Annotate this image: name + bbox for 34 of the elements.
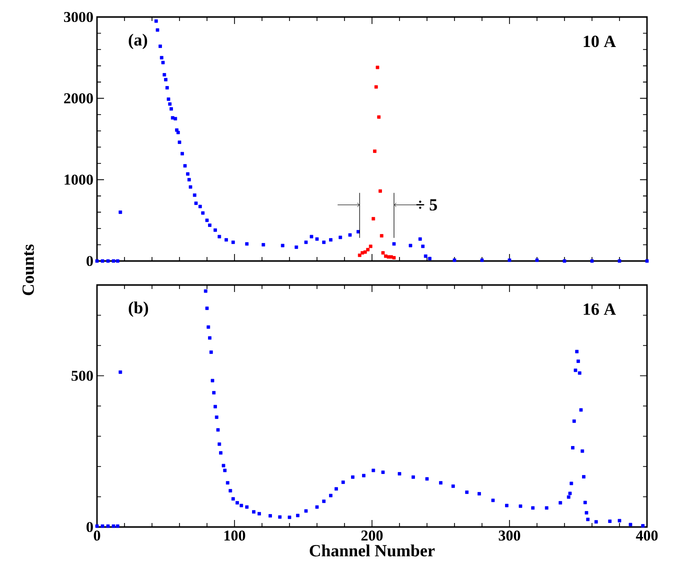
x-tick-label: 300 (498, 530, 520, 541)
point (392, 256, 396, 260)
y-tick-label: 3000 (64, 12, 93, 22)
y-tick-label: 0 (86, 256, 93, 266)
x-tick-label: 200 (361, 530, 383, 541)
annotation: ÷ 5 (416, 199, 437, 211)
y-tick-label: 1000 (64, 174, 93, 185)
point (372, 217, 376, 220)
x-tick-label: 0 (94, 530, 100, 541)
x-tick-label: 100 (224, 530, 246, 541)
point (381, 251, 385, 255)
point (374, 85, 378, 89)
x-axis-title: Channel Number (310, 544, 435, 556)
point (378, 189, 382, 193)
y-tick-label: 0 (86, 522, 93, 532)
point (386, 255, 390, 259)
point (363, 250, 367, 254)
point (366, 248, 370, 252)
point (360, 251, 364, 255)
annotation: 10 A (584, 36, 616, 48)
point (380, 234, 384, 238)
point (377, 115, 381, 119)
point (390, 255, 393, 259)
annotation: (b) (128, 302, 148, 317)
annotation: 16 A (584, 304, 616, 315)
y-tick-label: 2000 (64, 93, 93, 104)
x-tick-label: 400 (636, 530, 658, 541)
point (368, 244, 372, 248)
point (373, 149, 376, 153)
annotation: (a) (128, 34, 148, 50)
point (358, 254, 362, 258)
y-tick-label: 500 (72, 370, 93, 381)
y-axis-title: Counts (22, 244, 34, 296)
point (376, 66, 380, 70)
